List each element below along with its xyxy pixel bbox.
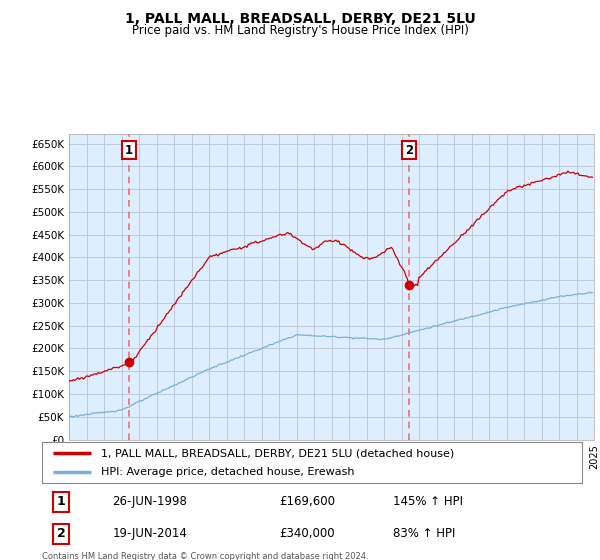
Text: 1, PALL MALL, BREADSALL, DERBY, DE21 5LU: 1, PALL MALL, BREADSALL, DERBY, DE21 5LU <box>125 12 475 26</box>
Text: £169,600: £169,600 <box>280 495 335 508</box>
Text: 1: 1 <box>56 495 65 508</box>
Text: 2: 2 <box>405 143 413 156</box>
Text: Price paid vs. HM Land Registry's House Price Index (HPI): Price paid vs. HM Land Registry's House … <box>131 24 469 37</box>
Text: 1: 1 <box>125 143 133 156</box>
Text: £340,000: £340,000 <box>280 528 335 540</box>
Text: 19-JUN-2014: 19-JUN-2014 <box>112 528 187 540</box>
Text: 26-JUN-1998: 26-JUN-1998 <box>112 495 187 508</box>
Text: Contains HM Land Registry data © Crown copyright and database right 2024.
This d: Contains HM Land Registry data © Crown c… <box>42 552 368 560</box>
Text: 145% ↑ HPI: 145% ↑ HPI <box>393 495 463 508</box>
Text: 2: 2 <box>56 528 65 540</box>
Text: HPI: Average price, detached house, Erewash: HPI: Average price, detached house, Erew… <box>101 467 355 477</box>
Text: 83% ↑ HPI: 83% ↑ HPI <box>393 528 455 540</box>
Text: 1, PALL MALL, BREADSALL, DERBY, DE21 5LU (detached house): 1, PALL MALL, BREADSALL, DERBY, DE21 5LU… <box>101 449 455 458</box>
